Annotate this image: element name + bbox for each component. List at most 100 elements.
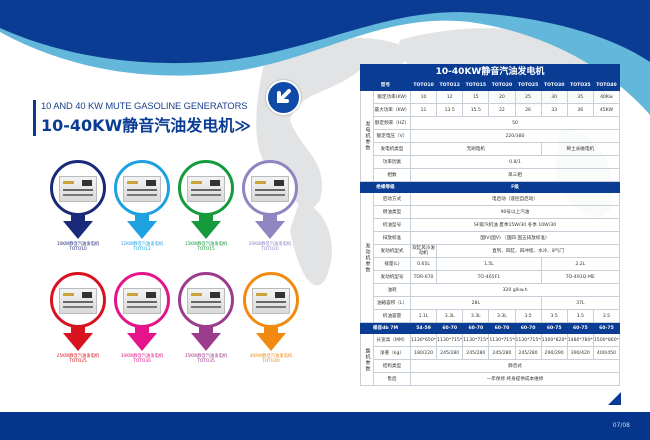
section-heading: 10 AND 40 KW MUTE GASOLINE GENERATORS 10… — [33, 100, 251, 136]
product-card[interactable]: 40KW静音汽油发电机 TOTO40 — [236, 272, 306, 364]
table-cell: 1130*715*650 — [488, 333, 516, 347]
table-cell: 60-70 — [488, 322, 516, 334]
table-cell: 60-75 — [592, 322, 621, 334]
generator-image — [187, 176, 225, 202]
table-cell: 60-75 — [540, 322, 568, 334]
header-label: 型号 — [360, 79, 411, 91]
generator-image — [123, 288, 161, 314]
table-header-row: 型号 TOTO10 TOTO12 TOTO15 TOTO20 TOTO25 TOTO30 TO… — [360, 79, 621, 91]
row-label: 排量(L) — [373, 257, 411, 271]
product-name: 30KW静音汽油发电机 — [120, 354, 164, 359]
table-row: 功率因素 0.8/1 — [361, 155, 620, 169]
table-cell: 一年保修 终身提供成本维修 — [410, 372, 620, 386]
table-bar-row: 噪音db 7M 54-59 60-70 60-70 60-70 60-70 60-75 60-… — [360, 322, 621, 334]
table-cell: 0.8/1 — [410, 155, 620, 169]
product-name: 35KW静音汽油发电机 — [184, 354, 228, 359]
table-row: 排量(L) 0.65L 1.5L 2.2L — [361, 257, 621, 271]
table-cell: 35 — [566, 90, 594, 104]
table-cell: TOR-670 — [409, 270, 438, 284]
table-row: 相数 单三相 — [361, 168, 620, 182]
table-cell: 3.5 — [566, 309, 594, 323]
product-card[interactable]: 20KW静音汽油发电机 TOTO20 — [235, 160, 305, 252]
table-corner-decoration — [608, 392, 621, 405]
product-card[interactable]: 10KW静音汽油发电机 TOTO10 — [43, 160, 113, 252]
row-label: 燃油类型 — [373, 205, 411, 219]
table-cell: 1.5L — [436, 257, 542, 271]
product-card[interactable]: 35KW静音汽油发电机 TOTO35 — [171, 272, 241, 364]
product-card[interactable]: 30KW静音汽油发电机 TOTO30 — [107, 272, 177, 364]
table-cell: 245/280 — [462, 346, 490, 360]
table-cell: 290/290 — [540, 346, 568, 360]
row-label: 相数 — [373, 168, 411, 182]
footer-band: 07/08 — [0, 412, 650, 440]
table-cell: F级 — [410, 181, 620, 193]
row-label: 长宽高（MM） — [373, 333, 411, 347]
product-image-ring — [114, 272, 170, 328]
product-model: TOTO15 — [197, 247, 215, 252]
section-label: 发动机参数 — [360, 192, 374, 323]
table-cell: 245/280 — [436, 346, 464, 360]
section-label: 整机参数 — [360, 333, 374, 386]
table-cell: 245/280 — [488, 346, 516, 360]
product-model: TOTO40 — [262, 359, 280, 364]
product-card[interactable]: 12KW静音汽油发电机 TOTO12 — [107, 160, 177, 252]
arrow-stem — [71, 327, 85, 335]
table-row: 发电机参数 额定功率(KW) 10 12 15 20 25 30 35 40Kw — [360, 90, 621, 182]
chevron-right-icon: ≫ — [234, 116, 251, 135]
product-card[interactable]: 15KW静音汽油发电机 TOTO15 — [171, 160, 241, 252]
row-label: 结构类型 — [373, 359, 411, 373]
table-cell: 20 — [488, 90, 516, 104]
row-label: 功率因素 — [373, 155, 411, 169]
table-cell: 3.5 — [592, 309, 621, 323]
table-cell: 2.2L — [540, 257, 621, 271]
table-row: 发动机参数 启动方式 电启动（遥控自启动） — [360, 192, 620, 323]
table-cell: 33 — [540, 103, 568, 117]
table-cell: 30 — [540, 90, 568, 104]
table-row: 机油型号 SF级汽机油 夏季15W/30 冬季 10W/30 — [361, 218, 620, 232]
row-label: 最大功率（KW） — [373, 103, 411, 117]
arrow-stem — [71, 215, 85, 223]
arrow-stem — [263, 215, 277, 223]
arrow-down-icon — [63, 333, 93, 351]
product-name: 15KW静音汽油发电机 — [184, 242, 228, 247]
table-cell: 180/220 — [409, 346, 438, 360]
product-model: TOTO25 — [69, 359, 87, 364]
header-wave-dark — [0, 0, 650, 64]
table-cell: 245/280 — [514, 346, 542, 360]
table-cell: 1300*820*800 — [540, 333, 568, 347]
table-title-row: 10-40KW静音汽油发电机 — [360, 64, 620, 80]
row-label: 机油容量 — [373, 309, 411, 323]
table-cell: 320 g/kw.h — [410, 283, 620, 297]
table-row: 机油容量 1.1L 3.3L 3.3L 3.3L 3.5 3.5 3.5 3.5 — [361, 309, 621, 323]
table-row: 额定频率（HZ） 50 — [361, 116, 620, 130]
table-cell: 45KW — [592, 103, 621, 117]
table-cell: 直列、四缸、四冲程、水冷、8气门 — [436, 244, 620, 258]
product-model: TOTO35 — [197, 359, 215, 364]
row-label: 发动机型式 — [373, 244, 411, 258]
table-cell: 稀土永磁电机 — [540, 142, 621, 156]
arrow-down-left-icon — [266, 80, 301, 115]
table-row: 油耗 320 g/kw.h — [361, 283, 620, 297]
table-cell: 静音式 — [410, 359, 620, 373]
table-cell: 1130*715*650 — [514, 333, 542, 347]
product-name: 25KW静音汽油发电机 — [56, 354, 100, 359]
arrow-stem — [135, 215, 149, 223]
arrow-down-icon — [63, 221, 93, 239]
row-label: 发动机型号 — [373, 270, 411, 284]
table-row: 净重（kg） 180/220 245/280 245/280 245/280 245/28… — [361, 346, 621, 360]
table-cell: TO-465F1 — [436, 270, 542, 284]
arrow-down-icon — [127, 221, 157, 239]
table-row: 额定电压（V） 220/380 — [361, 129, 620, 143]
table-cell: 25 — [514, 90, 542, 104]
arrow-down-icon — [255, 221, 285, 239]
table-cell: 国IV(国V) （国四 国五排放标准） — [410, 231, 620, 245]
table-cell: 3.5 — [514, 309, 542, 323]
row-label: 排放标准 — [373, 231, 411, 245]
heading-english: 10 AND 40 KW MUTE GASOLINE GENERATORS — [41, 100, 248, 111]
row-label: 启动方式 — [373, 192, 411, 206]
generator-image — [59, 176, 97, 202]
arrow-stem — [135, 327, 149, 335]
product-name: 10KW静音汽油发电机 — [56, 242, 100, 247]
product-model: TOTO12 — [133, 247, 151, 252]
product-card[interactable]: 25KW静音汽油发电机 TOTO25 — [43, 272, 113, 364]
